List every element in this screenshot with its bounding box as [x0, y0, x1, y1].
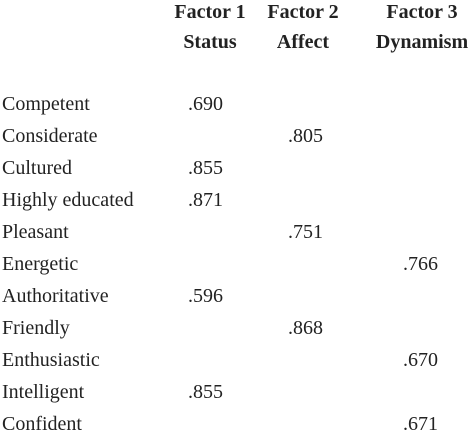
row-label: Confident	[2, 413, 82, 435]
row-label: Cultured	[2, 157, 72, 179]
row-label: Highly educated	[2, 189, 134, 211]
column-header: Dynamism	[375, 31, 469, 53]
column-header: Status	[183, 31, 237, 53]
cell-value: .690	[188, 93, 223, 115]
row-label: Authoritative	[2, 285, 109, 307]
cell-value: .855	[188, 381, 223, 403]
cell-value: .871	[188, 189, 223, 211]
cell-value: .671	[403, 413, 438, 435]
cell-value: .868	[288, 317, 323, 339]
row-label: Friendly	[2, 317, 70, 339]
row-label: Considerate	[2, 125, 98, 147]
row-label: Intelligent	[2, 381, 85, 403]
row-label: Competent	[2, 93, 90, 115]
cell-value: .805	[288, 125, 323, 147]
column-header: Factor 1	[174, 1, 246, 23]
cell-value: .751	[288, 221, 323, 243]
cell-value: .855	[188, 157, 223, 179]
column-header: Affect	[276, 31, 330, 53]
cell-value: .596	[188, 285, 223, 307]
row-label: Enthusiastic	[2, 349, 100, 371]
row-label: Pleasant	[2, 221, 69, 243]
cell-value: .766	[403, 253, 438, 275]
row-label: Energetic	[2, 253, 79, 275]
cell-value: .670	[403, 349, 438, 371]
column-header: Factor 2	[267, 1, 339, 23]
column-header: Factor 3	[386, 1, 458, 23]
